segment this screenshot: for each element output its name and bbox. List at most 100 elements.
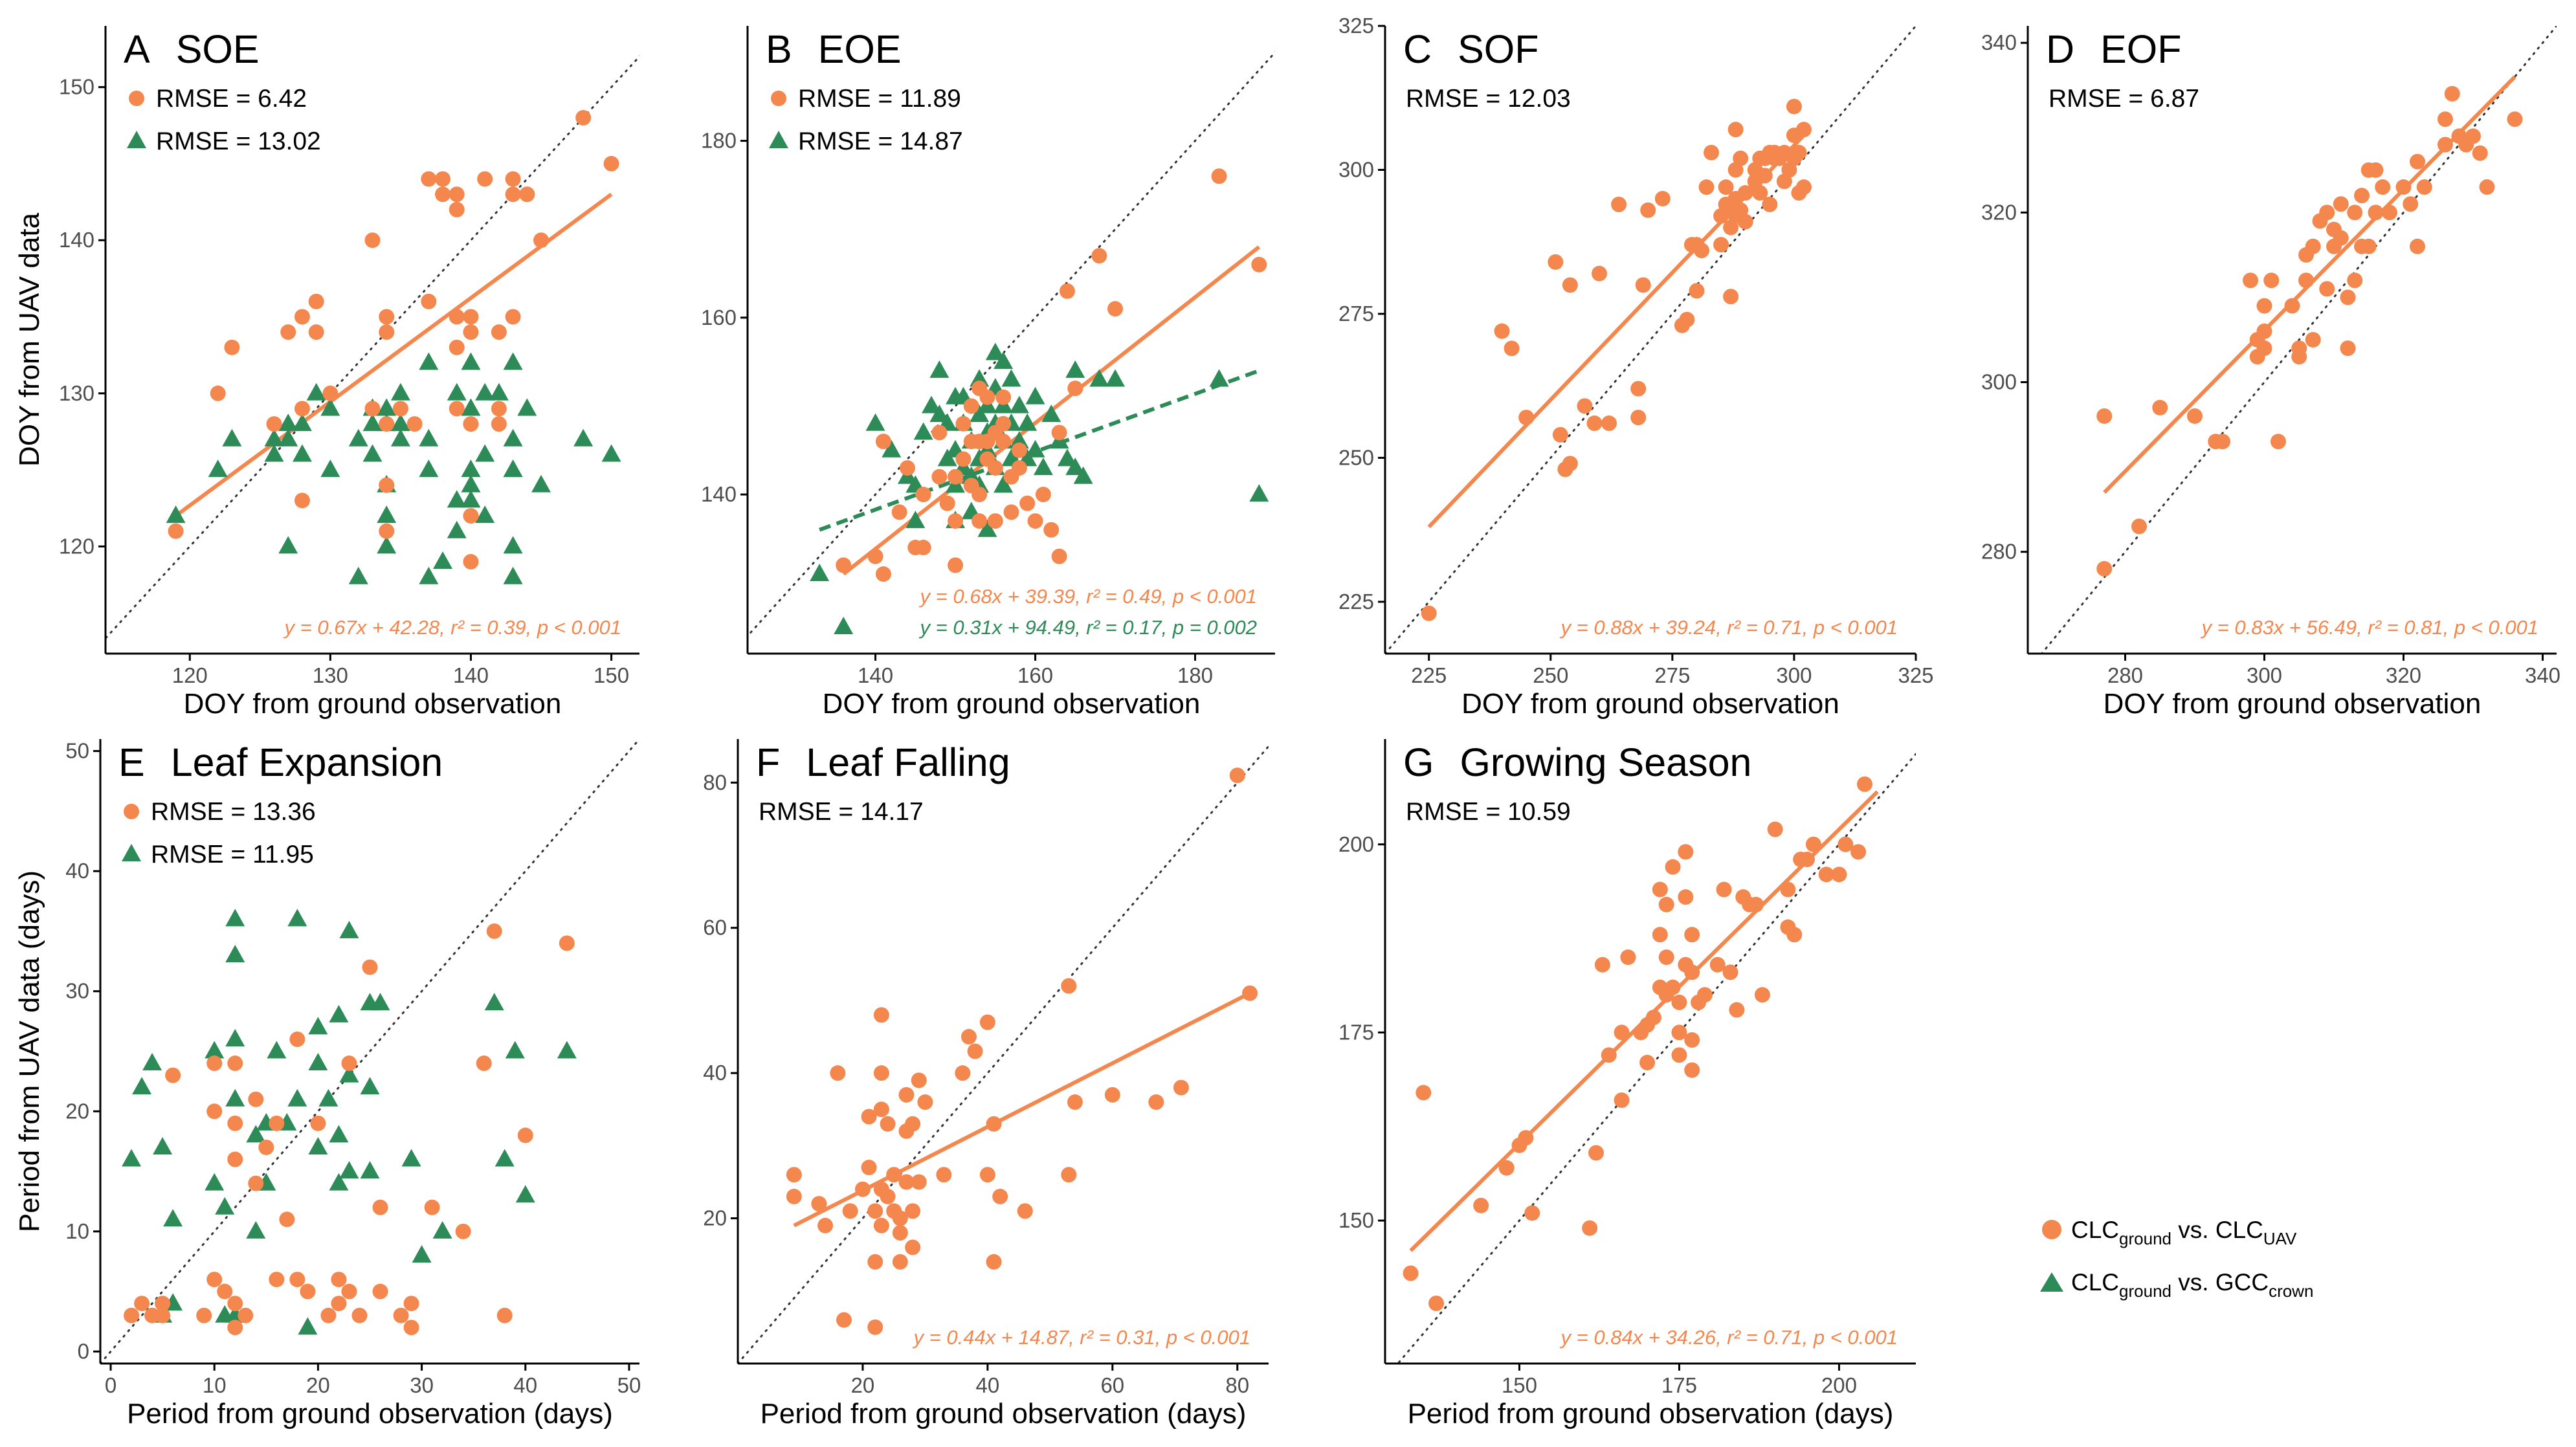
y-axis-title: DOY from UAV data	[14, 212, 45, 467]
data-point	[961, 466, 981, 484]
data-point	[1017, 1203, 1033, 1219]
data-point	[210, 385, 226, 401]
data-point	[1586, 415, 1603, 432]
data-point	[329, 1173, 349, 1191]
data-point	[1033, 458, 1053, 476]
x-tick-label: 340	[2525, 663, 2560, 687]
data-point	[1504, 340, 1520, 357]
data-point	[320, 398, 340, 416]
data-point	[168, 523, 184, 539]
data-point	[2340, 340, 2356, 357]
x-tick-label: 140	[453, 663, 489, 687]
panel-name: EOE	[818, 27, 902, 71]
data-point	[269, 1272, 285, 1288]
data-point	[246, 1125, 266, 1143]
data-point	[206, 1055, 223, 1072]
data-point	[1620, 949, 1636, 966]
data-point	[1722, 964, 1738, 980]
data-point	[1089, 369, 1109, 387]
data-point	[1065, 458, 1085, 476]
data-point	[899, 460, 915, 476]
data-point	[1614, 1092, 1630, 1109]
x-tick-label: 300	[2247, 663, 2282, 687]
data-point	[287, 909, 307, 927]
data-point	[370, 993, 390, 1011]
legend-label-gcc-crown: CLCground vs. GCCcrown	[2071, 1269, 2313, 1301]
data-point	[986, 1254, 1002, 1270]
data-point	[222, 428, 242, 447]
data-point	[379, 309, 395, 325]
y-tick-label: 20	[65, 1099, 89, 1123]
data-point	[505, 186, 521, 203]
data-point	[2340, 289, 2356, 305]
data-point	[122, 1149, 142, 1167]
data-point	[2096, 408, 2113, 424]
data-point	[1733, 150, 1749, 166]
plot-area	[2040, 26, 2557, 654]
data-point	[421, 293, 437, 309]
data-point	[1799, 852, 1815, 868]
data-point	[1428, 1295, 1445, 1311]
data-point	[1729, 1002, 1745, 1018]
data-point	[2271, 434, 2286, 450]
data-point	[939, 495, 955, 511]
data-point	[320, 459, 340, 478]
data-point	[987, 513, 1003, 529]
rmse-marker	[129, 91, 144, 106]
data-point	[917, 1094, 933, 1110]
x-tick-label: 20	[306, 1373, 330, 1397]
data-point	[225, 1028, 245, 1046]
data-point	[491, 324, 507, 340]
x-tick-label: 80	[1225, 1373, 1249, 1397]
data-point	[320, 1307, 337, 1323]
data-point	[287, 1088, 307, 1107]
data-point	[1057, 448, 1077, 467]
data-point	[1592, 265, 1608, 282]
data-point	[913, 422, 933, 440]
data-point	[1552, 426, 1568, 443]
y-tick-label: 325	[1338, 14, 1374, 38]
data-point	[1737, 214, 1753, 230]
data-point	[310, 1115, 326, 1131]
data-point	[278, 428, 298, 447]
data-point	[575, 109, 592, 126]
data-point	[1645, 1010, 1661, 1026]
data-point	[1684, 1062, 1700, 1078]
data-point	[215, 1197, 235, 1215]
data-point	[1601, 1047, 1617, 1063]
x-tick-label: 0	[105, 1373, 117, 1397]
panel-name: SOE	[176, 27, 260, 71]
data-point	[948, 469, 964, 485]
data-point	[929, 404, 949, 423]
data-point	[861, 1109, 877, 1125]
data-point	[985, 342, 1005, 360]
data-point	[292, 444, 312, 462]
y-tick-label: 130	[59, 381, 94, 405]
data-point	[960, 1029, 977, 1045]
data-point	[880, 1116, 896, 1132]
data-point	[435, 171, 451, 187]
data-point	[873, 1065, 889, 1081]
y-tick-label: 320	[1981, 200, 2017, 224]
data-point	[2284, 298, 2300, 314]
data-point	[1043, 522, 1060, 538]
y-tick-label: 140	[701, 482, 737, 506]
data-point	[491, 401, 507, 417]
data-point	[1051, 425, 1067, 441]
data-point	[494, 1149, 515, 1167]
data-point	[1693, 243, 1709, 259]
data-point	[1684, 964, 1700, 980]
data-point	[503, 459, 523, 478]
data-point	[995, 415, 1012, 432]
data-point	[972, 513, 988, 529]
data-point	[2256, 298, 2272, 314]
rmse-marker	[771, 91, 786, 106]
data-point	[329, 1125, 349, 1143]
y-tick-label: 150	[59, 75, 94, 99]
x-axis-title: DOY from ground observation	[1461, 688, 1839, 720]
data-point	[1548, 254, 1564, 270]
x-tick-label: 320	[2386, 663, 2421, 687]
data-point	[2465, 128, 2481, 144]
